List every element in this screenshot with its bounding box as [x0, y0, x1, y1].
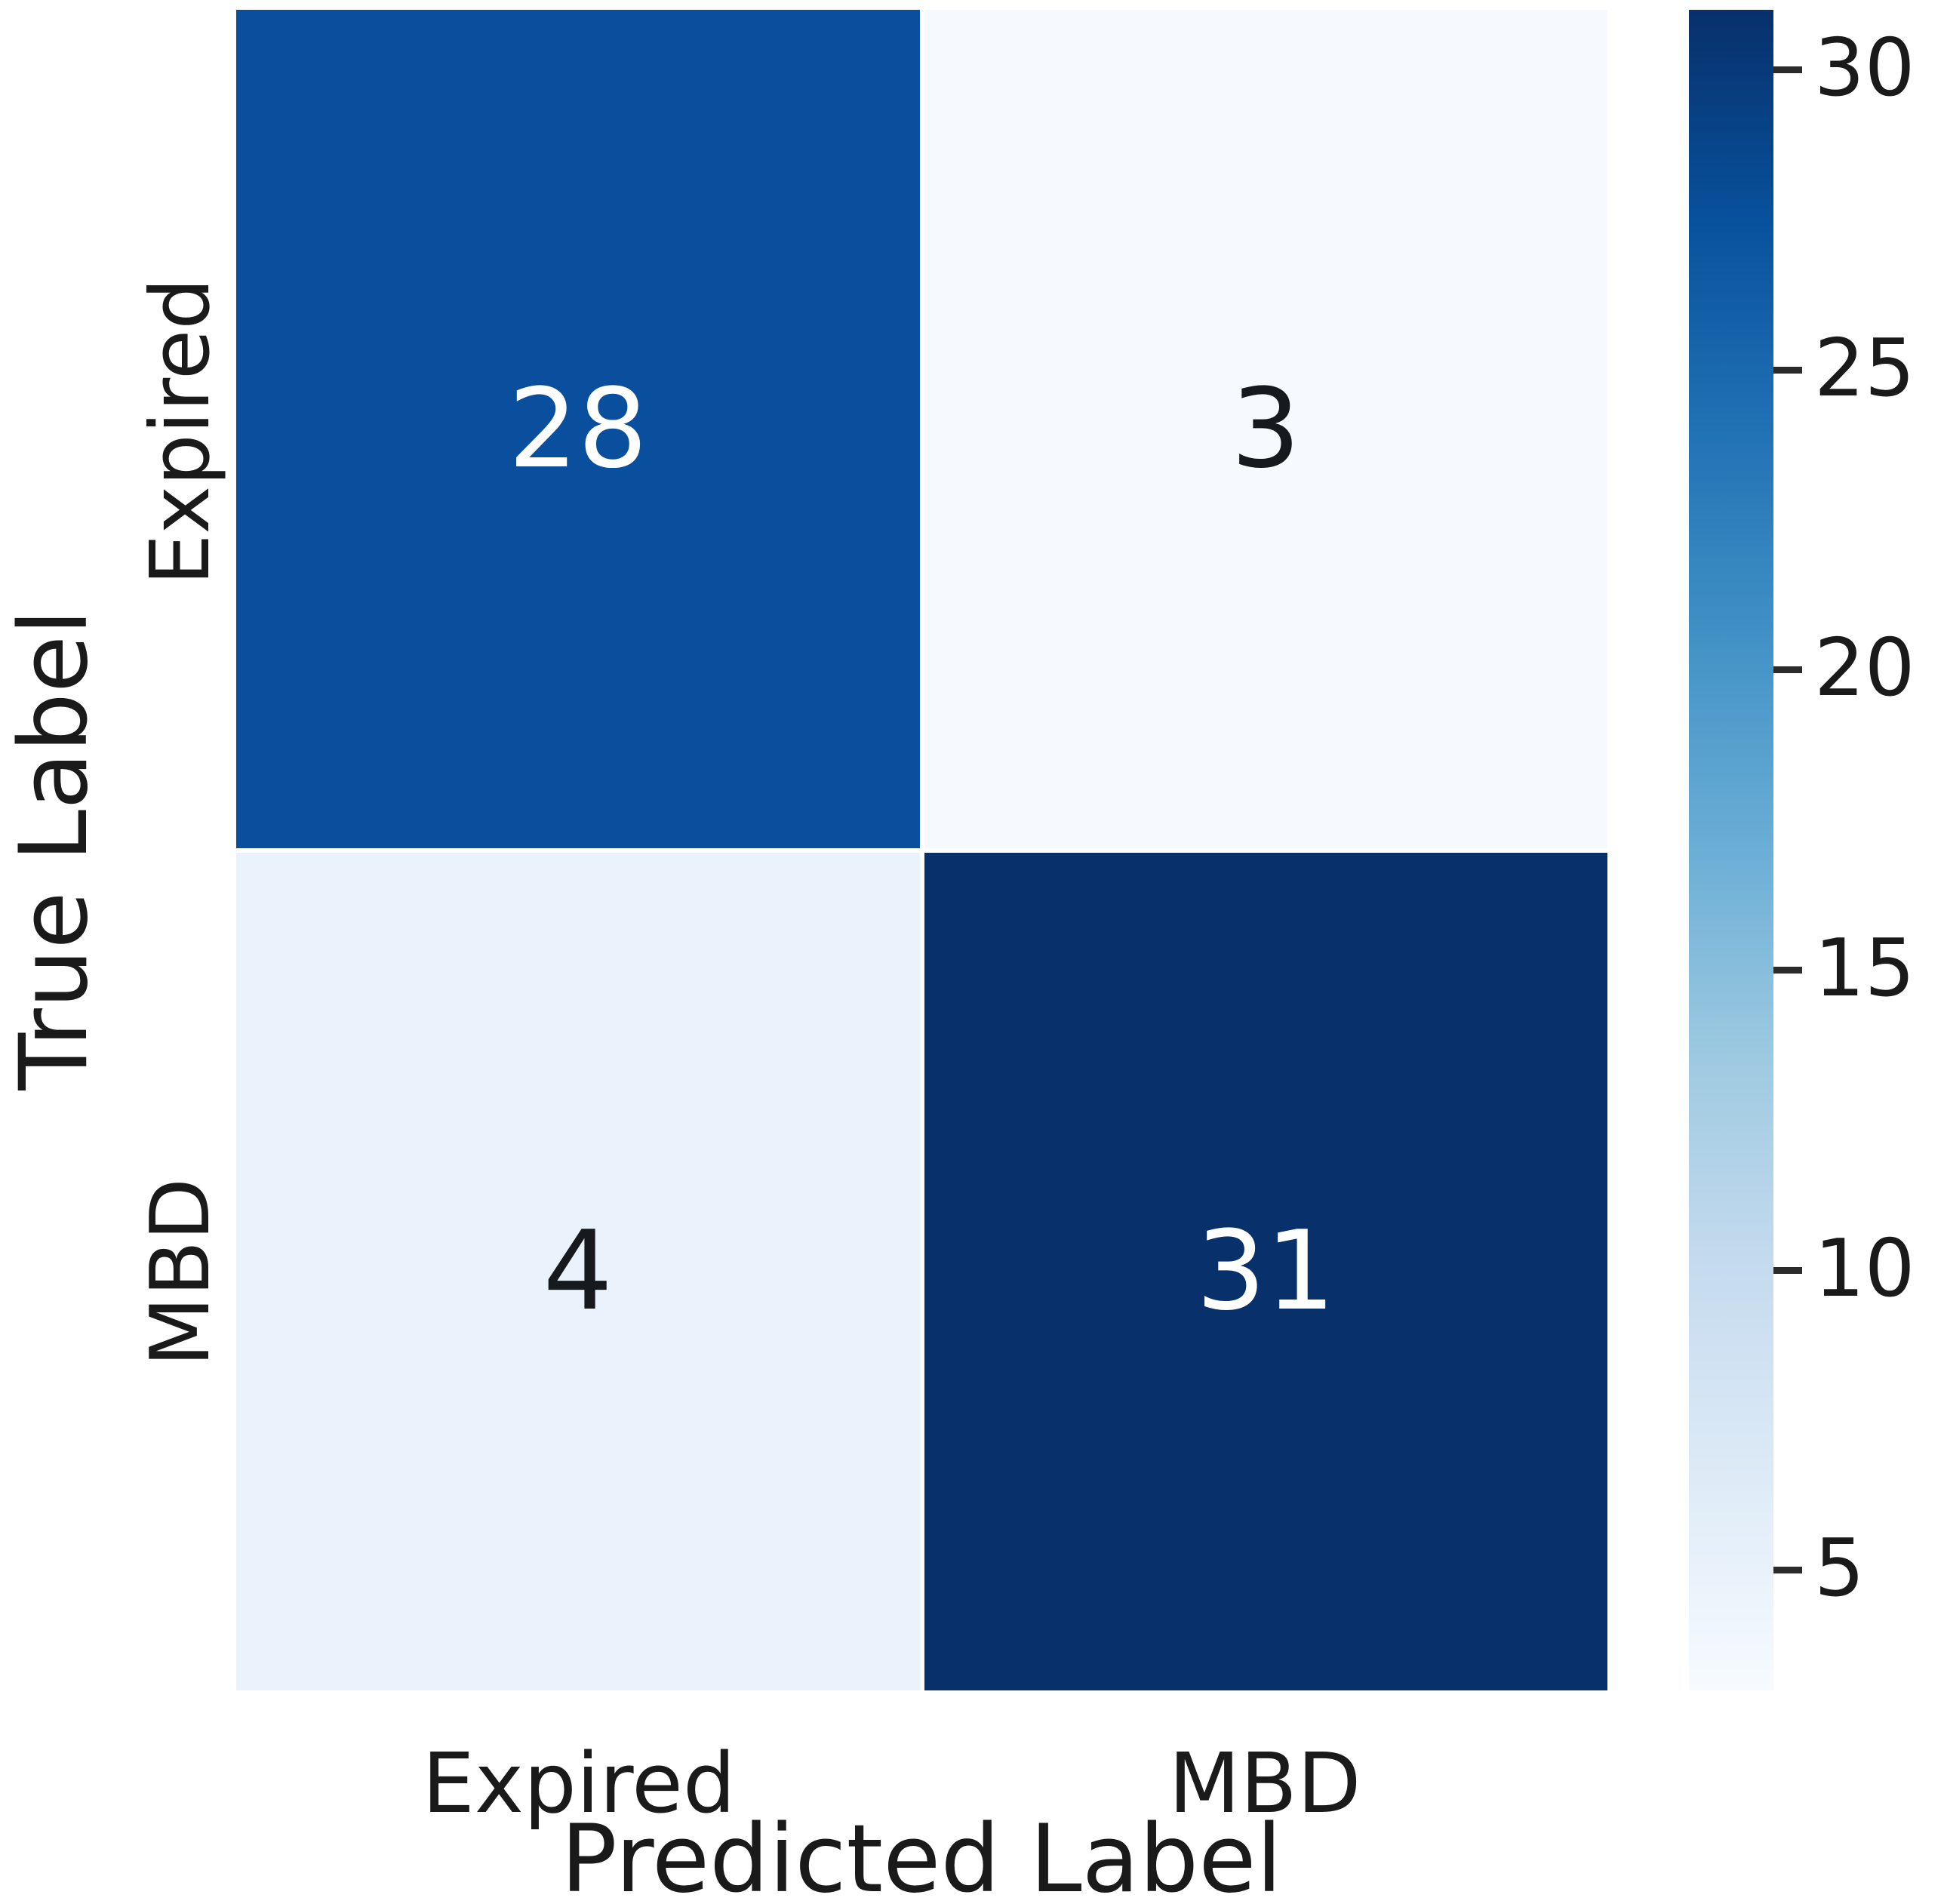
colorbar-ticks: 30 25 20 15 10 5: [1773, 10, 1944, 1690]
colorbar-tick-label: 25: [1814, 321, 1915, 414]
colorbar-tick-label: 5: [1814, 1522, 1865, 1615]
colorbar-tick-mark: [1773, 1266, 1802, 1274]
cell-true-expired-pred-expired: 28: [236, 10, 920, 848]
colorbar-tick-mark: [1773, 1567, 1802, 1574]
colorbar-tick-label: 15: [1814, 922, 1915, 1015]
cell-true-expired-pred-mbd: 3: [924, 10, 1607, 848]
y-axis-title: True Label: [0, 609, 109, 1090]
colorbar: [1689, 10, 1773, 1690]
x-tick-label-mbd: MBD: [1168, 1735, 1361, 1832]
colorbar-tick-mark: [1773, 666, 1802, 674]
colorbar-tick-mark: [1773, 66, 1802, 74]
x-tick-label-expired: Expired: [422, 1735, 736, 1832]
y-tick-label-expired: Expired: [134, 278, 228, 586]
colorbar-tick-label: 30: [1814, 22, 1915, 115]
cell-true-mbd-pred-mbd: 31: [924, 852, 1607, 1690]
colorbar-tick-mark: [1773, 366, 1802, 374]
cell-true-mbd-pred-expired: 4: [236, 852, 920, 1690]
colorbar-tick-label: 10: [1814, 1222, 1915, 1315]
y-tick-label-mbd: MBD: [134, 1177, 228, 1367]
colorbar-tick-label: 20: [1814, 622, 1915, 715]
heatmap-grid: 28 3 4 31: [236, 10, 1607, 1690]
x-axis-title: Predicted Label: [560, 1805, 1283, 1904]
colorbar-tick-mark: [1773, 967, 1802, 974]
